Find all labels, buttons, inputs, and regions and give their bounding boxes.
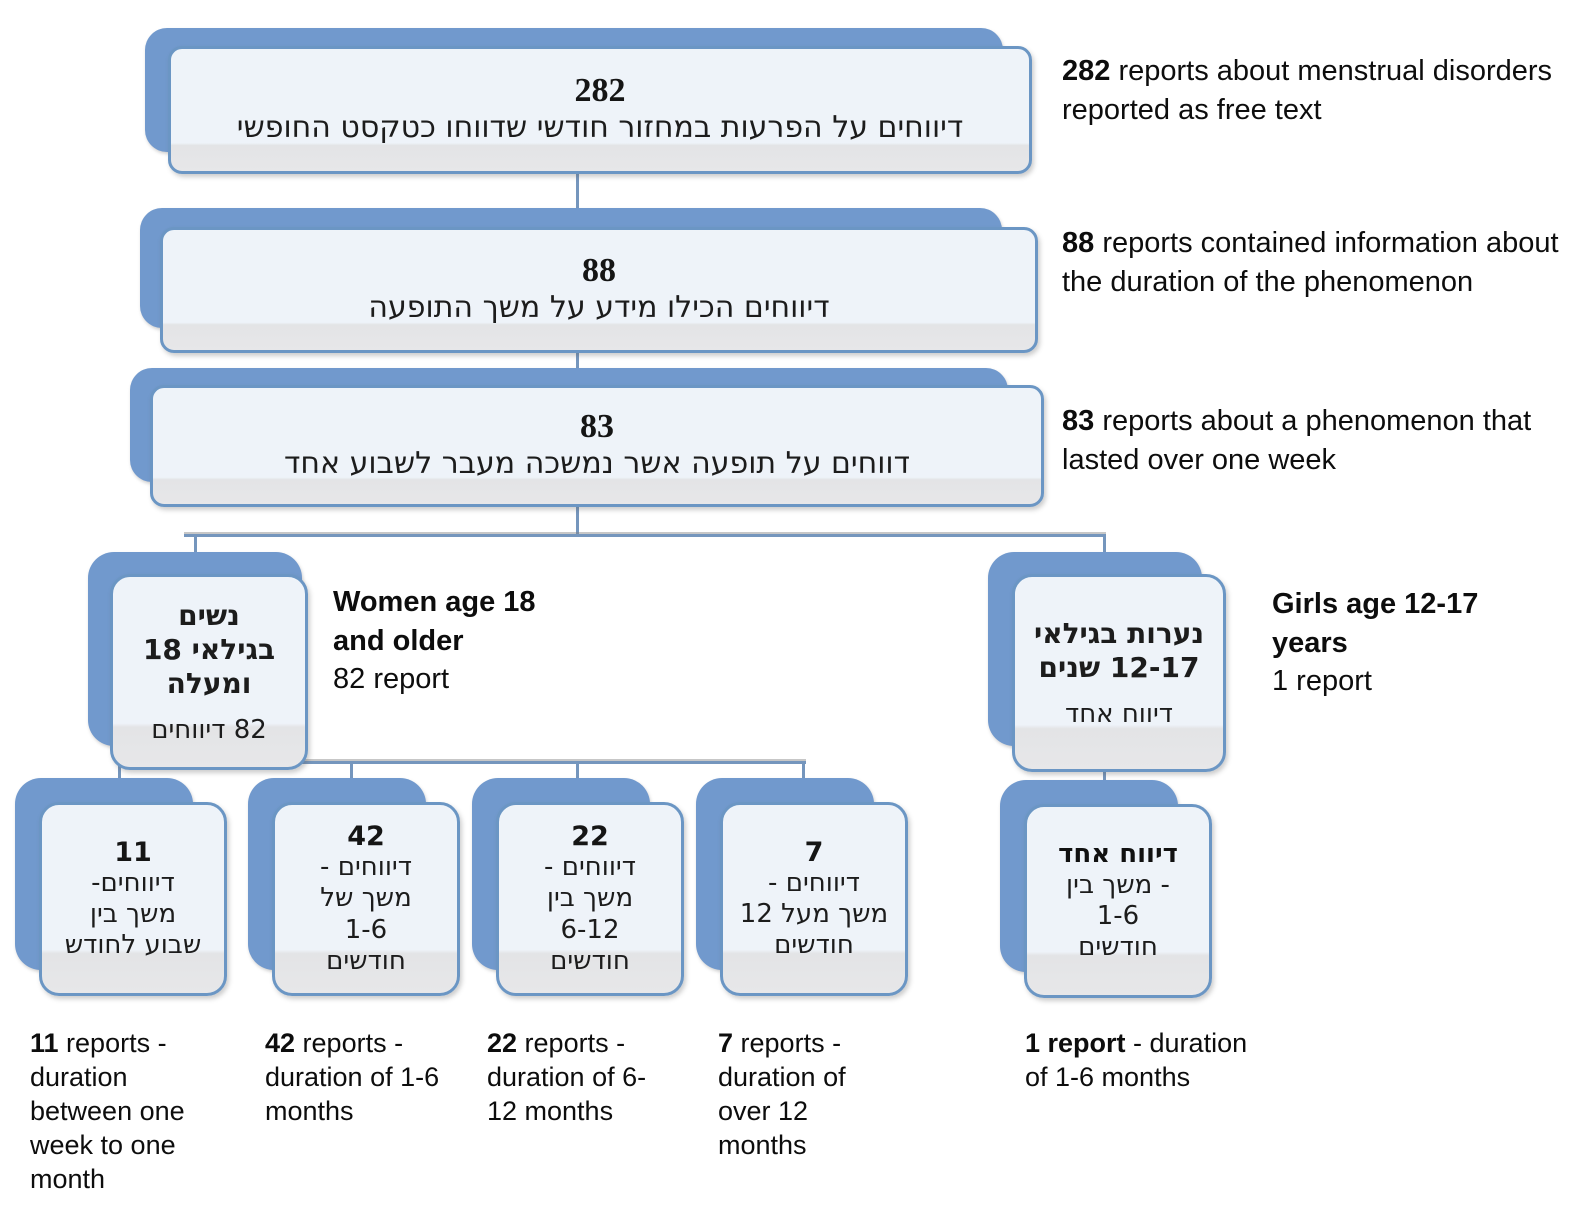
node-83: 83 דווחים על תופעה אשר נמשכה מעבר לשבוע …	[130, 368, 1044, 508]
node-leaf-1-label: - משך בין 1-6 חודשים	[1066, 869, 1170, 963]
connector-drop-leaf-22	[576, 761, 579, 785]
node-83-box: 83 דווחים על תופעה אשר נמשכה מעבר לשבוע …	[150, 385, 1044, 507]
node-88-number: 88	[582, 252, 616, 290]
caption-282-number: 282	[1062, 55, 1111, 87]
caption-88-number: 88	[1062, 227, 1095, 259]
connector-drop-leaf-7	[802, 761, 805, 785]
node-women-18: נשים בגילאי 18 ומעלה 82 דיווחים	[88, 552, 320, 770]
connector-drop-girls	[1103, 534, 1106, 558]
node-leaf-1-title: דיווח אחד	[1058, 838, 1178, 869]
node-leaf-11: 11 דיווחים- משך בין שבוע לחודש	[15, 778, 227, 996]
caption-girls-count: 1 report	[1272, 665, 1372, 698]
node-leaf-22: 22 דיווחים - משך בין 6-12 חודשים	[472, 778, 684, 996]
node-leaf-42-box: 42 דיווחים - משך של 1-6 חודשים	[272, 802, 460, 996]
caption-leaf-42: 42 reports - duration of 1-6 months	[265, 1026, 455, 1128]
node-282-box: 282 דיווחים על הפרעות במחזור חודשי שדווח…	[168, 46, 1032, 174]
node-282-label: דיווחים על הפרעות במחזור חודשי שדווחו כט…	[236, 110, 964, 146]
connector-88-to-83	[576, 347, 579, 371]
caption-girls: Girls age 12-17 years 1 report	[1272, 585, 1532, 701]
node-leaf-22-number: 22	[571, 821, 609, 853]
node-leaf-42: 42 דיווחים - משך של 1-6 חודשים	[248, 778, 460, 996]
caption-83-text: reports about a phenomenon that lasted o…	[1062, 405, 1532, 476]
node-leaf-42-label: דיווחים - משך של 1-6 חודשים	[320, 852, 412, 976]
node-leaf-7-label: דיווחים - משך מעל 12 חודשים	[739, 867, 889, 961]
caption-leaf-11: 11 reports - duration between one week t…	[30, 1026, 220, 1196]
caption-women: Women age 18 and older 82 report	[333, 583, 573, 699]
caption-282-text: reports about menstrual disorders report…	[1062, 55, 1553, 126]
node-88-box: 88 דיווחים הכילו מידע על משך התופעה	[160, 227, 1038, 353]
node-women-count: 82 דיווחים	[151, 715, 267, 746]
node-leaf-11-number: 11	[114, 836, 152, 868]
node-leaf-22-box: 22 דיווחים - משך בין 6-12 חודשים	[496, 802, 684, 996]
node-leaf-7: 7 דיווחים - משך מעל 12 חודשים	[696, 778, 908, 996]
connector-drop-leaf-42	[350, 761, 353, 785]
node-girls-count: דיווח אחד	[1065, 699, 1173, 730]
caption-women-count: 82 report	[333, 663, 450, 696]
node-leaf-22-label: דיווחים - משך בין 6-12 חודשים	[544, 852, 636, 976]
connector-drop-leaf-11	[118, 761, 121, 785]
connector-83-down	[576, 502, 579, 536]
connector-branch-bar	[184, 534, 1106, 537]
caption-leaf-11-number: 11	[30, 1028, 59, 1058]
caption-leaf-7-text: reports - duration of over 12 months	[718, 1028, 846, 1161]
caption-leaf-22-text: reports - duration of 6-12 months	[487, 1028, 647, 1127]
node-leaf-1-box: דיווח אחד - משך בין 1-6 חודשים	[1024, 804, 1212, 998]
caption-leaf-1: 1 report - duration of 1-6 months	[1025, 1026, 1265, 1094]
node-282: 282 דיווחים על הפרעות במחזור חודשי שדווח…	[145, 28, 1035, 176]
node-282-number: 282	[574, 72, 626, 110]
node-leaf-7-box: 7 דיווחים - משך מעל 12 חודשים	[720, 802, 908, 996]
node-girls-box: נערות בגילאי 12-17 שנים דיווח אחד	[1012, 574, 1226, 772]
caption-leaf-22-number: 22	[487, 1028, 518, 1058]
caption-leaf-22: 22 reports - duration of 6-12 months	[487, 1026, 662, 1128]
caption-88: 88 reports contained information about t…	[1062, 224, 1567, 301]
node-83-number: 83	[580, 408, 614, 446]
node-83-label: דווחים על תופעה אשר נמשכה מעבר לשבוע אחד	[284, 446, 910, 482]
caption-leaf-1-number: 1 report	[1025, 1028, 1126, 1058]
caption-83: 83 reports about a phenomenon that laste…	[1062, 402, 1567, 479]
caption-282: 282 reports about menstrual disorders re…	[1062, 52, 1567, 129]
caption-88-text: reports contained information about the …	[1062, 227, 1559, 298]
node-88-label: דיווחים הכילו מידע על משך התופעה	[368, 290, 830, 326]
node-girls-title: נערות בגילאי 12-17 שנים	[1033, 616, 1205, 684]
connector-drop-women	[194, 534, 197, 558]
caption-women-title: Women age 18 and older	[333, 586, 536, 657]
node-leaf-11-box: 11 דיווחים- משך בין שבוע לחודש	[39, 802, 227, 996]
node-88: 88 דיווחים הכילו מידע על משך התופעה	[140, 208, 1040, 354]
node-leaf-7-number: 7	[804, 836, 824, 868]
caption-leaf-7-number: 7	[718, 1028, 734, 1058]
connector-leaf-bar	[118, 761, 806, 764]
node-leaf-42-number: 42	[347, 821, 385, 853]
node-girls-12-17: נערות בגילאי 12-17 שנים דיווח אחד	[988, 552, 1232, 772]
node-leaf-1: דיווח אחד - משך בין 1-6 חודשים	[1000, 780, 1212, 998]
connector-root-to-88	[576, 172, 579, 212]
caption-83-number: 83	[1062, 405, 1095, 437]
caption-leaf-42-number: 42	[265, 1028, 296, 1058]
caption-girls-title: Girls age 12-17 years	[1272, 588, 1479, 659]
caption-leaf-1-text: - duration of 1-6 months	[1025, 1028, 1248, 1093]
caption-leaf-11-text: reports - duration between one week to o…	[30, 1028, 185, 1195]
node-women-box: נשים בגילאי 18 ומעלה 82 דיווחים	[110, 574, 308, 770]
caption-leaf-42-text: reports - duration of 1-6 months	[265, 1028, 440, 1127]
node-women-title: נשים בגילאי 18 ומעלה	[142, 598, 276, 701]
caption-leaf-7: 7 reports - duration of over 12 months	[718, 1026, 893, 1162]
node-leaf-11-label: דיווחים- משך בין שבוע לחודש	[64, 867, 202, 961]
